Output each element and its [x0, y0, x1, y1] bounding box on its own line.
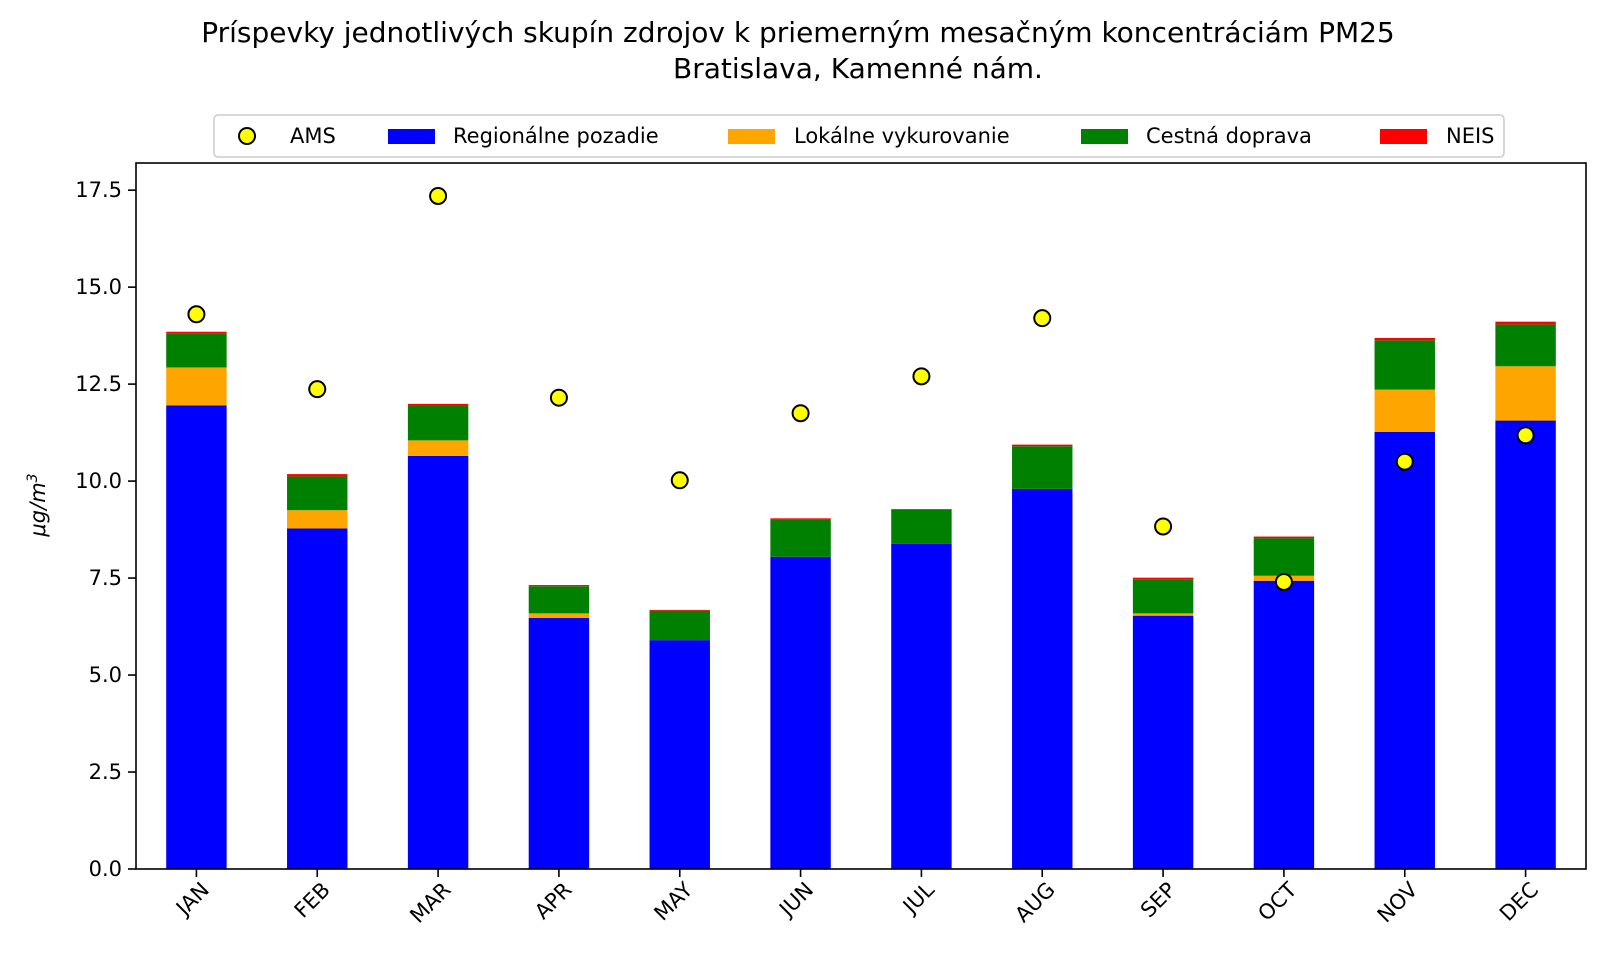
legend-label-traffic: Cestná doprava — [1146, 124, 1312, 148]
ams-point-feb — [308, 380, 327, 399]
bar-may-series-3 — [649, 609, 710, 611]
bar-oct-series-0 — [1253, 580, 1315, 869]
bar-jun-series-0 — [770, 556, 831, 869]
bar-dec-series-3 — [1495, 321, 1556, 325]
legend: AMS Regionálne pozadie Lokálne vykurovan… — [213, 114, 1505, 158]
bars-layer — [166, 321, 1556, 869]
bar-mar-series-3 — [407, 403, 469, 406]
x-tick-label-sep: SEP — [1136, 878, 1181, 923]
bar-jan-series-1 — [166, 367, 227, 406]
bar-mar-series-0 — [407, 455, 469, 869]
x-tick-label-oct: OCT — [1253, 877, 1301, 925]
bar-nov-series-3 — [1374, 337, 1435, 341]
bar-feb-series-3 — [287, 474, 348, 477]
bar-oct-series-2 — [1253, 538, 1315, 576]
ams-point-nov — [1395, 452, 1414, 471]
ams-point-jun — [791, 404, 810, 423]
y-tick-label: 15.0 — [75, 275, 122, 299]
bar-feb-series-0 — [287, 528, 348, 869]
bar-jun-series-2 — [770, 519, 831, 557]
bar-apr-series-0 — [528, 618, 590, 869]
bar-aug-series-3 — [1012, 444, 1073, 447]
legend-swatch-traffic — [1081, 129, 1128, 144]
bar-aug-series-0 — [1012, 488, 1073, 869]
x-tick-label-nov: NOV — [1373, 877, 1423, 927]
y-tick-label: 12.5 — [75, 372, 122, 396]
ams-point-apr — [549, 388, 568, 407]
y-axis: 0.0 2.5 5.0 7.5 10.0 12.5 15.0 17.5 — [75, 178, 136, 881]
y-tick-label: 2.5 — [89, 760, 122, 784]
bar-apr-series-3 — [528, 585, 590, 587]
bar-may-series-2 — [649, 610, 710, 641]
x-axis: JAN FEB MAR APR MAY JUN JUL AUG SEP OCT NOV DEC — [170, 869, 1543, 928]
y-tick-label: 5.0 — [89, 663, 122, 687]
y-tick-label: 17.5 — [75, 178, 122, 202]
ams-point-aug — [1033, 309, 1052, 328]
bar-dec-series-2 — [1495, 324, 1556, 367]
bar-jan-series-3 — [166, 331, 227, 334]
markers-layer — [187, 186, 1535, 591]
bar-feb-series-2 — [287, 476, 348, 511]
ams-point-oct — [1274, 572, 1293, 591]
bar-apr-series-1 — [528, 613, 590, 619]
bar-nov-series-1 — [1374, 389, 1435, 432]
y-tick-label: 7.5 — [89, 566, 122, 590]
legend-label-regional: Regionálne pozadie — [453, 124, 659, 148]
legend-swatch-regional — [388, 129, 435, 144]
legend-marker-ams — [238, 127, 256, 145]
y-tick-label: 10.0 — [75, 469, 122, 493]
bar-nov-series-0 — [1374, 431, 1435, 869]
x-tick-label-dec: DEC — [1495, 878, 1543, 926]
ams-point-jan — [187, 305, 206, 324]
x-tick-label-jul: JUL — [897, 877, 939, 919]
x-tick-label-may: MAY — [649, 877, 697, 925]
bar-may-series-0 — [649, 640, 710, 869]
ams-point-mar — [429, 186, 448, 205]
y-tick-label: 0.0 — [89, 857, 122, 881]
x-tick-label-jun: JUN — [773, 878, 818, 923]
chart-title: Príspevky jednotlivých skupín zdrojov k … — [201, 16, 1395, 49]
bar-aug-series-2 — [1012, 446, 1073, 489]
legend-label-heating: Lokálne vykurovanie — [794, 124, 1010, 148]
ams-point-jul — [912, 367, 931, 386]
chart-subtitle: Bratislava, Kamenné nám. — [673, 52, 1043, 85]
bar-jul-series-3 — [891, 509, 952, 510]
x-tick-label-jan: JAN — [170, 878, 214, 922]
bar-sep-series-0 — [1132, 615, 1194, 869]
bar-nov-series-2 — [1374, 340, 1435, 390]
ams-point-may — [670, 471, 689, 490]
bar-jul-series-0 — [891, 543, 952, 869]
y-axis-label: μg/m3 — [25, 473, 50, 537]
x-tick-label-mar: MAR — [405, 878, 455, 928]
ams-point-sep — [1154, 517, 1173, 536]
bar-mar-series-1 — [407, 440, 469, 456]
bar-oct-series-3 — [1253, 536, 1315, 539]
x-tick-label-aug: AUG — [1010, 878, 1060, 928]
legend-swatch-neis — [1380, 129, 1427, 144]
x-tick-label-feb: FEB — [290, 878, 335, 923]
bar-sep-series-2 — [1132, 579, 1194, 614]
bar-sep-series-1 — [1132, 613, 1194, 616]
bar-feb-series-1 — [287, 510, 348, 529]
bar-dec-series-0 — [1495, 420, 1556, 869]
bar-mar-series-2 — [407, 405, 469, 441]
bar-jun-series-3 — [770, 518, 831, 520]
bar-sep-series-3 — [1132, 577, 1194, 580]
legend-swatch-heating — [728, 129, 775, 144]
legend-label-ams: AMS — [290, 124, 336, 148]
bar-jul-series-2 — [891, 509, 952, 544]
plot-frame — [135, 162, 1587, 870]
x-tick-label-apr: APR — [530, 878, 576, 924]
bar-jan-series-0 — [166, 405, 227, 869]
bar-jan-series-2 — [166, 333, 227, 368]
bar-dec-series-1 — [1495, 366, 1556, 421]
bar-apr-series-2 — [528, 586, 590, 614]
legend-box — [213, 114, 1505, 158]
legend-label-neis: NEIS — [1446, 124, 1495, 148]
ams-point-dec — [1516, 426, 1535, 445]
